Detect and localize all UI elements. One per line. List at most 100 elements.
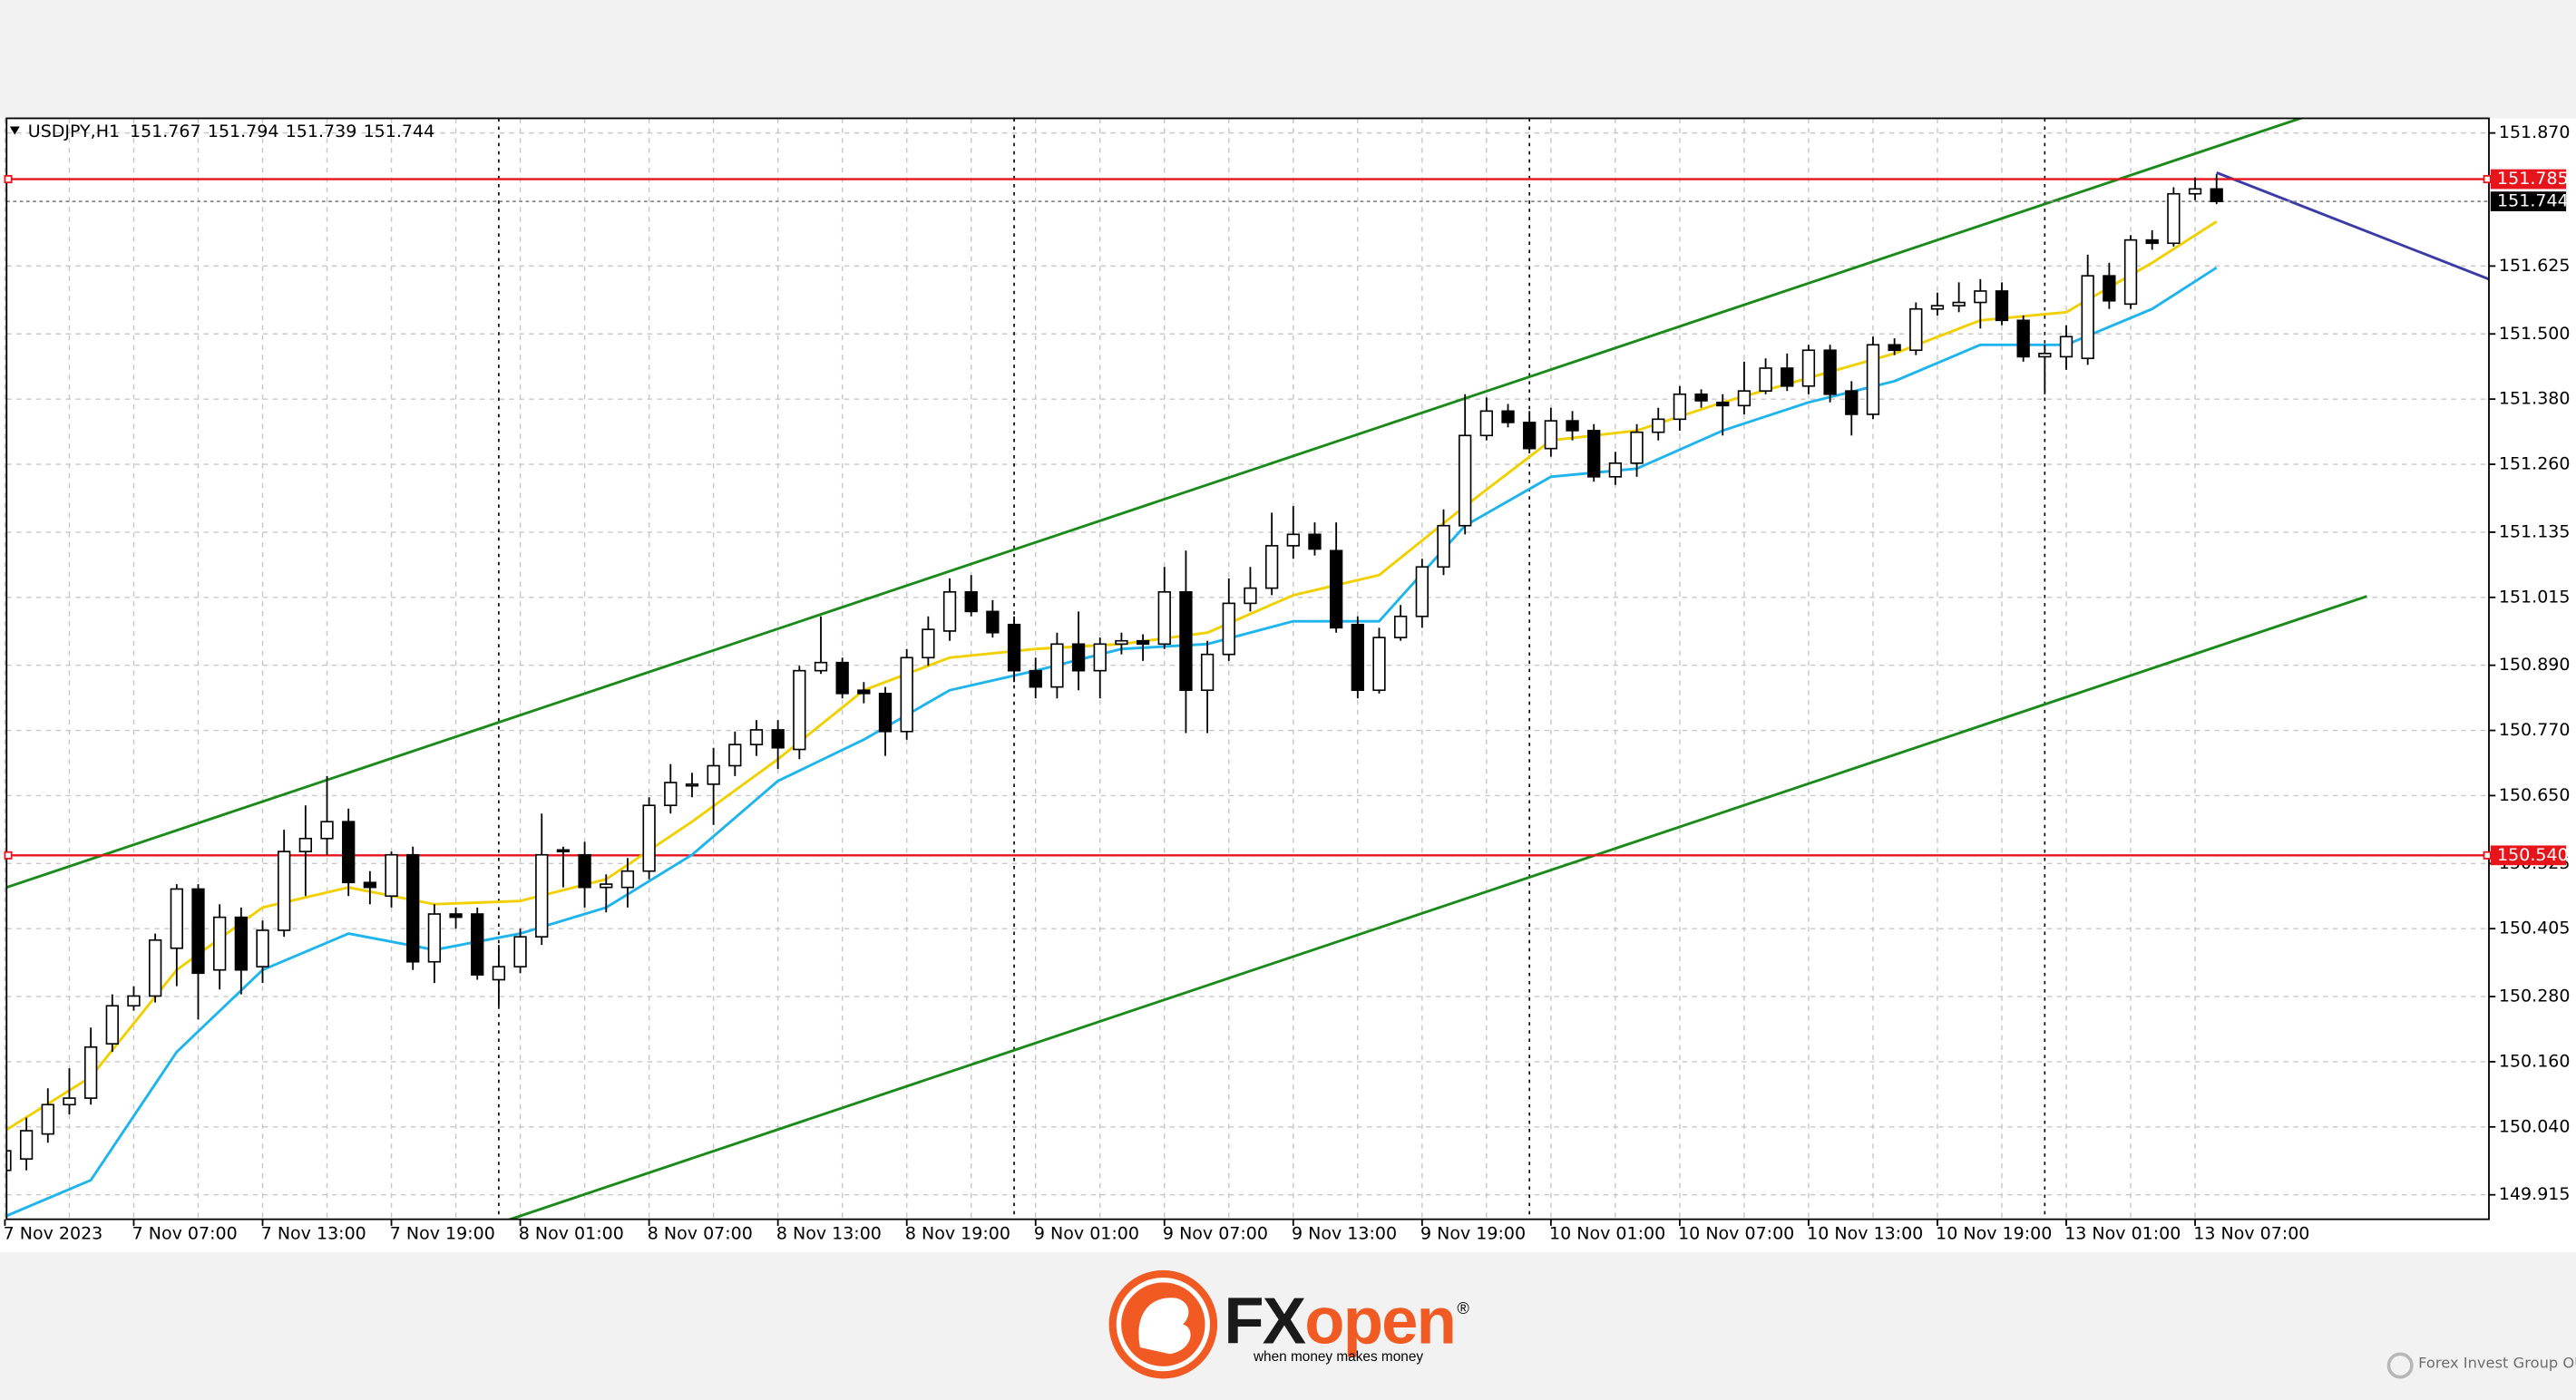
candle-body <box>105 1005 119 1045</box>
candle-body <box>1952 301 1966 306</box>
y-tick-label: 151.380 <box>2499 389 2571 409</box>
axes: 151.870 151.625 151.500 151.380 151.260 151.1… <box>4 122 2571 1243</box>
candle-body <box>1308 533 1322 550</box>
candle-body <box>1459 434 1472 527</box>
candle-body <box>6 1150 12 1172</box>
candle-body <box>1394 615 1408 638</box>
current-price-label: 151.744 <box>2497 191 2569 211</box>
x-tick-label: 8 Nov 01:00 <box>519 1223 624 1243</box>
candle-body <box>19 1130 34 1160</box>
candle-body <box>900 656 913 733</box>
y-tick-label: 150.650 <box>2499 785 2571 805</box>
header-close: 151.744 <box>364 121 435 141</box>
current-price-box <box>2490 191 2567 211</box>
candle-body <box>664 782 678 807</box>
y-tick-label: 151.015 <box>2499 587 2571 607</box>
candle-body <box>1587 430 1601 478</box>
candle-body <box>1888 344 1901 352</box>
logo-text: FXopen <box>1224 1285 1455 1358</box>
candle-body <box>170 888 183 949</box>
candle-body <box>406 853 420 963</box>
y-tick-label: 151.135 <box>2499 521 2571 541</box>
candle-body <box>620 870 635 889</box>
y-tick-label: 151.625 <box>2499 256 2571 276</box>
y-tick-label: 151.260 <box>2499 454 2571 474</box>
candle-body <box>1716 401 1730 407</box>
y-tick-label: 150.405 <box>2499 919 2571 938</box>
x-tick-label: 9 Nov 19:00 <box>1420 1223 1526 1243</box>
candle-body <box>63 1097 76 1106</box>
candle-body <box>578 853 591 889</box>
x-tick-label: 9 Nov 01:00 <box>1034 1223 1139 1243</box>
candle-body <box>556 849 571 852</box>
header-high: 151.794 <box>208 121 279 141</box>
candle-body <box>320 821 334 840</box>
x-tick-label: 10 Nov 01:00 <box>1549 1223 1665 1243</box>
candle-body <box>1200 653 1215 692</box>
candle-body <box>749 729 764 745</box>
horizontal-line-end <box>2483 851 2492 860</box>
trendline <box>2216 171 2490 281</box>
x-tick-label: 8 Nov 07:00 <box>648 1223 753 1243</box>
watermark-icon <box>2386 1352 2414 1379</box>
candle-body <box>1930 305 1945 310</box>
candle-body <box>2145 238 2159 245</box>
candle-body <box>1093 643 1107 672</box>
candle-body <box>234 916 248 971</box>
candle-body <box>1179 590 1193 692</box>
candle-body <box>1029 669 1042 688</box>
price-label: 150.540 <box>2497 845 2569 865</box>
x-tick-label: 7 Nov 19:00 <box>390 1223 495 1243</box>
candle-body <box>1351 623 1364 692</box>
candle-body <box>1071 643 1086 672</box>
trendline <box>6 118 2305 890</box>
logo-open: open <box>1304 1285 1455 1358</box>
y-tick-label: 151.500 <box>2499 324 2571 344</box>
candle-body <box>1264 545 1279 589</box>
candle-body <box>1866 344 1880 415</box>
candle-body <box>1566 420 1579 432</box>
candle-body <box>1909 307 1923 352</box>
candle-body <box>1694 393 1708 402</box>
x-tick-label: 7 Nov 13:00 <box>261 1223 366 1243</box>
header-open: 151.767 <box>130 121 201 141</box>
candle-body <box>685 783 699 787</box>
candle-body <box>707 764 720 785</box>
candle-body <box>986 610 1000 634</box>
x-tick-label: 10 Nov 07:00 <box>1678 1223 1794 1243</box>
candle-body <box>922 628 935 659</box>
candle-body <box>1737 390 1751 407</box>
top-band <box>0 0 2576 119</box>
candle-body <box>1115 639 1128 646</box>
y-tick-label: 150.890 <box>2499 655 2571 675</box>
candle-body <box>1523 422 1537 450</box>
candle-body <box>385 853 398 898</box>
x-tick-label: 8 Nov 13:00 <box>776 1223 882 1243</box>
candle-body <box>513 936 527 967</box>
candle-body <box>793 669 806 751</box>
candle-body <box>363 881 377 889</box>
candle-body <box>1007 623 1021 672</box>
candle-body <box>1415 566 1429 617</box>
y-tick-label: 150.280 <box>2499 987 2571 1006</box>
header-low: 151.739 <box>286 121 357 141</box>
y-tick-label: 150.770 <box>2499 720 2571 740</box>
price-label-box <box>2490 845 2567 866</box>
candle-body <box>492 966 506 981</box>
candle-body <box>835 661 849 695</box>
x-tick-label: 9 Nov 13:00 <box>1292 1223 1397 1243</box>
candle-body <box>298 837 313 852</box>
header-triangle <box>9 126 20 135</box>
candle-body <box>1479 410 1494 437</box>
candle-body <box>1286 533 1300 547</box>
horizontal-line-end <box>4 851 13 860</box>
candle-body <box>1608 462 1623 478</box>
logo-fx: FX <box>1224 1285 1305 1358</box>
candle-body <box>127 995 141 1007</box>
price-label-box <box>2490 169 2567 190</box>
candle-body <box>278 851 291 931</box>
candle-body <box>1823 349 1837 395</box>
x-tick-label: 9 Nov 07:00 <box>1163 1223 1268 1243</box>
candle-body <box>1244 587 1257 605</box>
